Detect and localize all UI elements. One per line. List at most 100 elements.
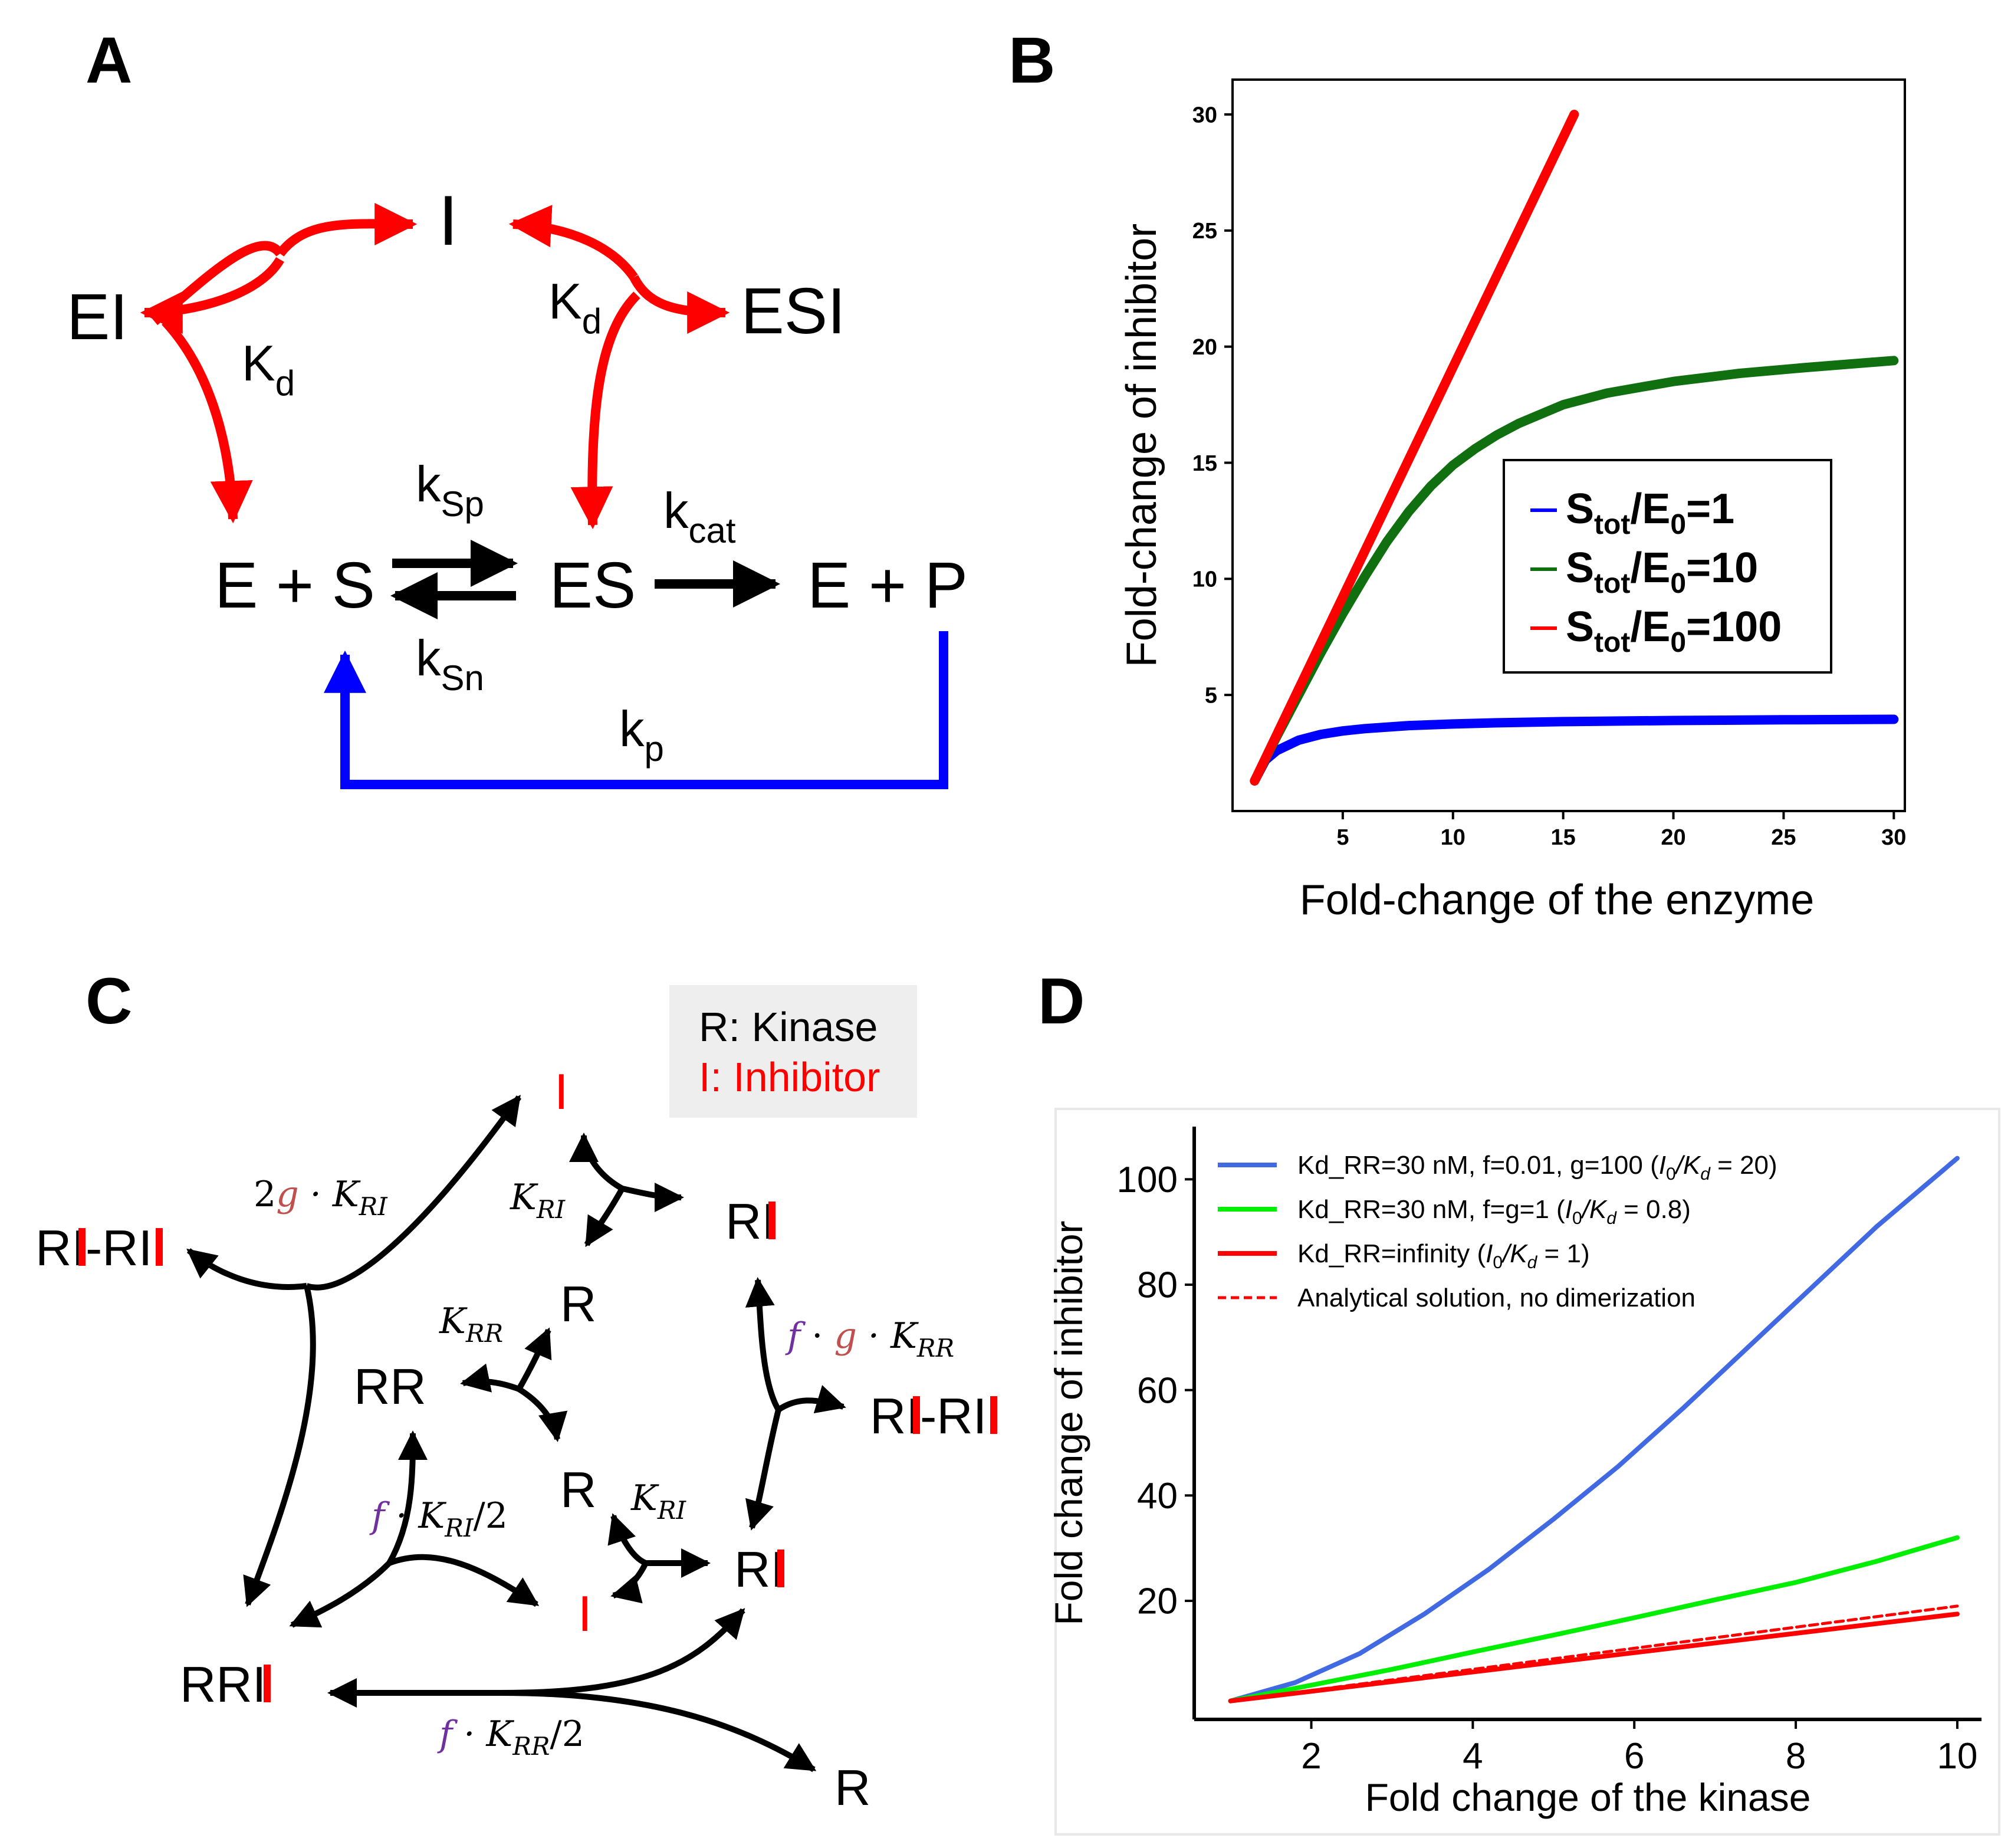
arrow-c-13 xyxy=(607,1513,648,1566)
rate-labels-a: Kd Kd kSp kSn kcat kp xyxy=(242,274,736,769)
reaction-arrows-c xyxy=(186,1094,846,1772)
species-e-plus-s: E + S xyxy=(215,549,375,622)
x-axis-label: Fold change of the kinase xyxy=(1365,1775,1811,1819)
arrow-c-16 xyxy=(386,1430,428,1565)
x-tick-label: 20 xyxy=(1661,825,1685,850)
rate-f-g-krr: f · g · KRR xyxy=(785,1315,954,1363)
y-tick-label: 5 xyxy=(1205,683,1217,708)
series-line-1 xyxy=(1250,714,1899,786)
rate-kri-top: KRI xyxy=(510,1177,566,1224)
arrow-c-6 xyxy=(584,1187,625,1248)
reaction-arrows xyxy=(390,540,780,619)
rate-labels-c: 2g · KRI KRI KRR f · g · KRR KRI f · KRI… xyxy=(254,1174,954,1761)
arrow-c-3 xyxy=(243,1285,316,1607)
panel-d-frame xyxy=(1054,1108,2000,1836)
y-tick-label: 10 xyxy=(1192,567,1217,592)
chart-b: 5 10 15 20 25 30 5 10 15 20 25 30 Fold-change of the… xyxy=(1118,78,1906,924)
inhibitor-highlights xyxy=(78,1202,997,1702)
y-tick-label: 100 xyxy=(1117,1160,1178,1200)
rate-2g-kri: 2g · KRI xyxy=(254,1174,388,1221)
rate-f-krr-2: f · KRR/2 xyxy=(437,1714,584,1761)
species-rr: RR xyxy=(354,1359,426,1415)
arrow-c-12 xyxy=(745,1409,781,1531)
arrow-c-8 xyxy=(460,1363,520,1393)
arrow-c-19 xyxy=(501,1608,745,1696)
y-tick-label: 20 xyxy=(1192,335,1217,360)
arrow-c-2 xyxy=(186,1248,307,1290)
arrow-c-17 xyxy=(289,1561,392,1628)
x-tick-label: 6 xyxy=(1624,1736,1644,1777)
species-r-bottom: R xyxy=(834,1760,870,1816)
highlight-ri-top xyxy=(768,1202,776,1239)
legend-d-label-3: Kd_RR=infinity (I0/Kd = 1) xyxy=(1297,1239,1590,1272)
species-e-plus-p: E + P xyxy=(807,549,968,622)
series-line-3 xyxy=(1250,110,1579,786)
highlight-ri-ri-left-2 xyxy=(156,1228,163,1266)
rate-ksp: kSp xyxy=(416,457,484,524)
arrow-c-4 xyxy=(569,1133,624,1191)
species-esi: ESI xyxy=(741,275,845,347)
rate-kcat: kcat xyxy=(663,483,736,550)
arrow-to-esi xyxy=(629,275,730,334)
x-tick-label: 5 xyxy=(1336,825,1349,850)
legend-inhibitor: I: Inhibitor xyxy=(699,1054,880,1100)
x-axis-label: Fold-change of the enzyme xyxy=(1300,877,1815,924)
arrow-c-1 xyxy=(305,1094,522,1291)
legend-d-label-2: Kd_RR=30 nM, f=g=1 (I0/Kd = 0.8) xyxy=(1297,1195,1691,1228)
y-tick-label: 20 xyxy=(1137,1581,1178,1622)
arrow-c-21 xyxy=(501,1690,817,1772)
species-ri-mid: RI xyxy=(734,1542,784,1598)
species-i-bottom: I xyxy=(578,1586,592,1642)
arrow-to-e xyxy=(162,318,253,524)
y-tick-label: 80 xyxy=(1137,1265,1178,1306)
rate-kri-mid: KRI xyxy=(630,1478,686,1525)
x-tick-label: 4 xyxy=(1463,1736,1483,1777)
arrow-c-7 xyxy=(516,1327,552,1391)
y-tick-label: 30 xyxy=(1192,103,1217,127)
panel-c-label: C xyxy=(86,965,132,1038)
y-axis-label: Fold-change of inhibitor xyxy=(1118,224,1165,667)
x-tick-label: 8 xyxy=(1786,1736,1806,1777)
legend-d-label-1: Kd_RR=30 nM, f=0.01, g=100 (I0/Kd = 20) xyxy=(1297,1151,1777,1184)
arrow-c-9 xyxy=(517,1386,568,1442)
x-tick-label: 2 xyxy=(1301,1736,1321,1777)
legend-b-label-3: Stot/E0=100 xyxy=(1566,603,1782,658)
arrow-c-18 xyxy=(388,1554,540,1607)
plot-frame xyxy=(1231,78,1906,812)
highlight-ri-mid xyxy=(777,1550,784,1587)
species-r-mid: R xyxy=(560,1462,596,1518)
species-ri-ri-right: RI-RI xyxy=(870,1389,987,1445)
highlight-rri xyxy=(264,1665,271,1702)
series-line-2 xyxy=(1250,356,1899,786)
rate-kp: kp xyxy=(619,701,664,769)
panel-d-label: D xyxy=(1038,965,1085,1038)
y-axis-label: Fold change of inhibitor xyxy=(1047,1220,1090,1625)
arrow-c-11 xyxy=(777,1385,846,1414)
panel-b-label: B xyxy=(1008,24,1055,97)
rate-ksn: kSn xyxy=(416,631,484,698)
y-tick-label: 25 xyxy=(1192,219,1217,244)
rate-kd-right: Kd xyxy=(548,274,602,341)
x-tick-label: 10 xyxy=(1441,825,1465,850)
inhibitor-binding-arrows xyxy=(140,202,730,530)
species-r-upper: R xyxy=(560,1276,596,1332)
y-tick-label: 60 xyxy=(1137,1370,1178,1411)
legend-kinase: R: Kinase xyxy=(699,1004,878,1050)
highlight-ri-ri-left-1 xyxy=(78,1228,86,1266)
species-ri-top: RI xyxy=(725,1194,776,1250)
arrow-to-es xyxy=(570,291,640,530)
y-tick-label: 15 xyxy=(1192,451,1217,476)
x-tick-label: 15 xyxy=(1551,825,1576,850)
recycle-arrow xyxy=(324,631,948,789)
legend-b-label-2: Stot/E0=10 xyxy=(1566,544,1758,599)
rate-f-kri-2: f · KRI/2 xyxy=(369,1495,508,1542)
arrow-c-10 xyxy=(745,1277,781,1412)
species-c: RI-RI I RI R RR RI-RI R RI I RRI R xyxy=(35,1064,987,1816)
species-rri: RRI xyxy=(180,1657,266,1713)
x-tick-label: 25 xyxy=(1771,825,1796,850)
legend-b xyxy=(1503,459,1832,674)
series-line-1 xyxy=(1228,1156,1960,1703)
species-i: I xyxy=(438,181,458,260)
series-line-4 xyxy=(1229,1604,1959,1703)
